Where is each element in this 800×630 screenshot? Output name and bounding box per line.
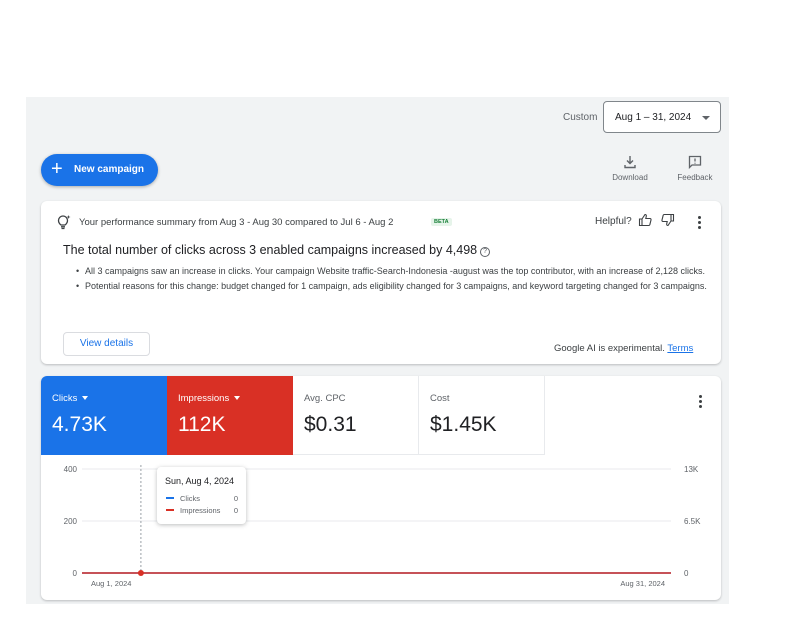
download-icon [624, 156, 636, 169]
help-icon[interactable]: ? [480, 247, 491, 257]
metric-value: 4.73K [52, 413, 107, 436]
metric-value: 112K [178, 413, 226, 436]
feedback-button[interactable]: Feedback [670, 155, 720, 182]
y-tick-label-right: 6.5K [684, 517, 701, 526]
view-details-button[interactable]: View details [63, 332, 150, 356]
caret-down-icon [702, 116, 710, 120]
x-tick-label: Aug 1, 2024 [91, 579, 131, 588]
date-range-value: Aug 1 – 31, 2024 [615, 112, 692, 123]
date-range-select[interactable]: Aug 1 – 31, 2024 [603, 101, 721, 133]
terms-link[interactable]: Terms [667, 343, 694, 354]
tooltip-label: Clicks [180, 494, 200, 503]
y-tick-label-left: 200 [64, 517, 78, 526]
ai-disclaimer: Google AI is experimental. Terms [554, 343, 693, 354]
summary-bullets: All 3 campaigns saw an increase in click… [76, 265, 717, 294]
y-tick-label-left: 0 [73, 569, 78, 578]
tooltip-value: 0 [233, 494, 238, 503]
feedback-label: Feedback [677, 173, 713, 182]
plus-icon: + [51, 158, 63, 180]
summary-title-text: The total number of clicks across 3 enab… [63, 243, 478, 257]
hover-point [137, 570, 144, 576]
metric-name: Avg. CPC [304, 393, 346, 404]
metric-tile-clicks[interactable]: Clicks 4.73K [41, 376, 167, 455]
beta-badge: BETA [431, 218, 452, 226]
y-tick-label-right: 13K [684, 465, 699, 474]
metric-value: $1.45K [430, 413, 497, 436]
metric-tile-avg-cpc[interactable]: Avg. CPC $0.31 [293, 376, 419, 455]
performance-line-chart: 400 200 0 13K 6.5K 0 Aug 1, 2024 Aug 31, 2024 [64, 465, 701, 588]
thumbs-up-icon[interactable] [638, 213, 652, 227]
tooltip-row-clicks: Clicks 0 [166, 494, 238, 503]
dropdown-arrow-icon [82, 396, 89, 400]
chart-tooltip: Sun, Aug 4, 2024 Clicks 0 Impressions 0 [157, 467, 246, 524]
summary-bullet: All 3 campaigns saw an increase in click… [76, 265, 717, 279]
dropdown-arrow-icon [234, 396, 241, 400]
legend-swatch [166, 509, 174, 511]
summary-title: The total number of clicks across 3 enab… [63, 243, 491, 257]
helpful-label: Helpful? [595, 216, 632, 227]
tooltip-value: 0 [233, 506, 238, 515]
metrics-chart-card: Clicks 4.73K Impressions 112K Avg. CPC $… [41, 376, 721, 600]
performance-summary-card: Your performance summary from Aug 3 - Au… [41, 201, 721, 364]
summary-heading: Your performance summary from Aug 3 - Au… [79, 217, 394, 228]
download-button[interactable]: Download [604, 155, 656, 182]
legend-swatch [166, 497, 174, 499]
custom-range-label: Custom [563, 112, 598, 123]
summary-more-icon[interactable] [695, 216, 703, 231]
tooltip-label: Impressions [180, 506, 221, 515]
metric-tile-cost[interactable]: Cost $1.45K [419, 376, 545, 455]
tooltip-row-impressions: Impressions 0 [166, 506, 238, 515]
thumbs-down-icon[interactable] [661, 213, 675, 227]
metric-value: $0.31 [304, 413, 357, 436]
x-tick-label: Aug 31, 2024 [620, 579, 665, 588]
new-campaign-button[interactable]: + New campaign [41, 154, 158, 186]
tooltip-date: Sun, Aug 4, 2024 [165, 476, 235, 486]
ai-note-text: Google AI is experimental. [554, 343, 665, 354]
feedback-icon [688, 155, 702, 169]
metric-name: Impressions [178, 393, 230, 404]
chart-more-icon[interactable] [696, 395, 704, 410]
metric-tile-impressions[interactable]: Impressions 112K [167, 376, 293, 455]
y-tick-label-right: 0 [684, 569, 689, 578]
new-campaign-label: New campaign [74, 164, 145, 175]
download-label: Download [612, 173, 648, 182]
summary-bullet: Potential reasons for this change: budge… [76, 280, 717, 294]
metric-name: Clicks [52, 393, 78, 404]
y-tick-label-left: 400 [64, 465, 78, 474]
metric-name: Cost [430, 393, 450, 404]
lightbulb-sparkle-icon [57, 215, 71, 230]
